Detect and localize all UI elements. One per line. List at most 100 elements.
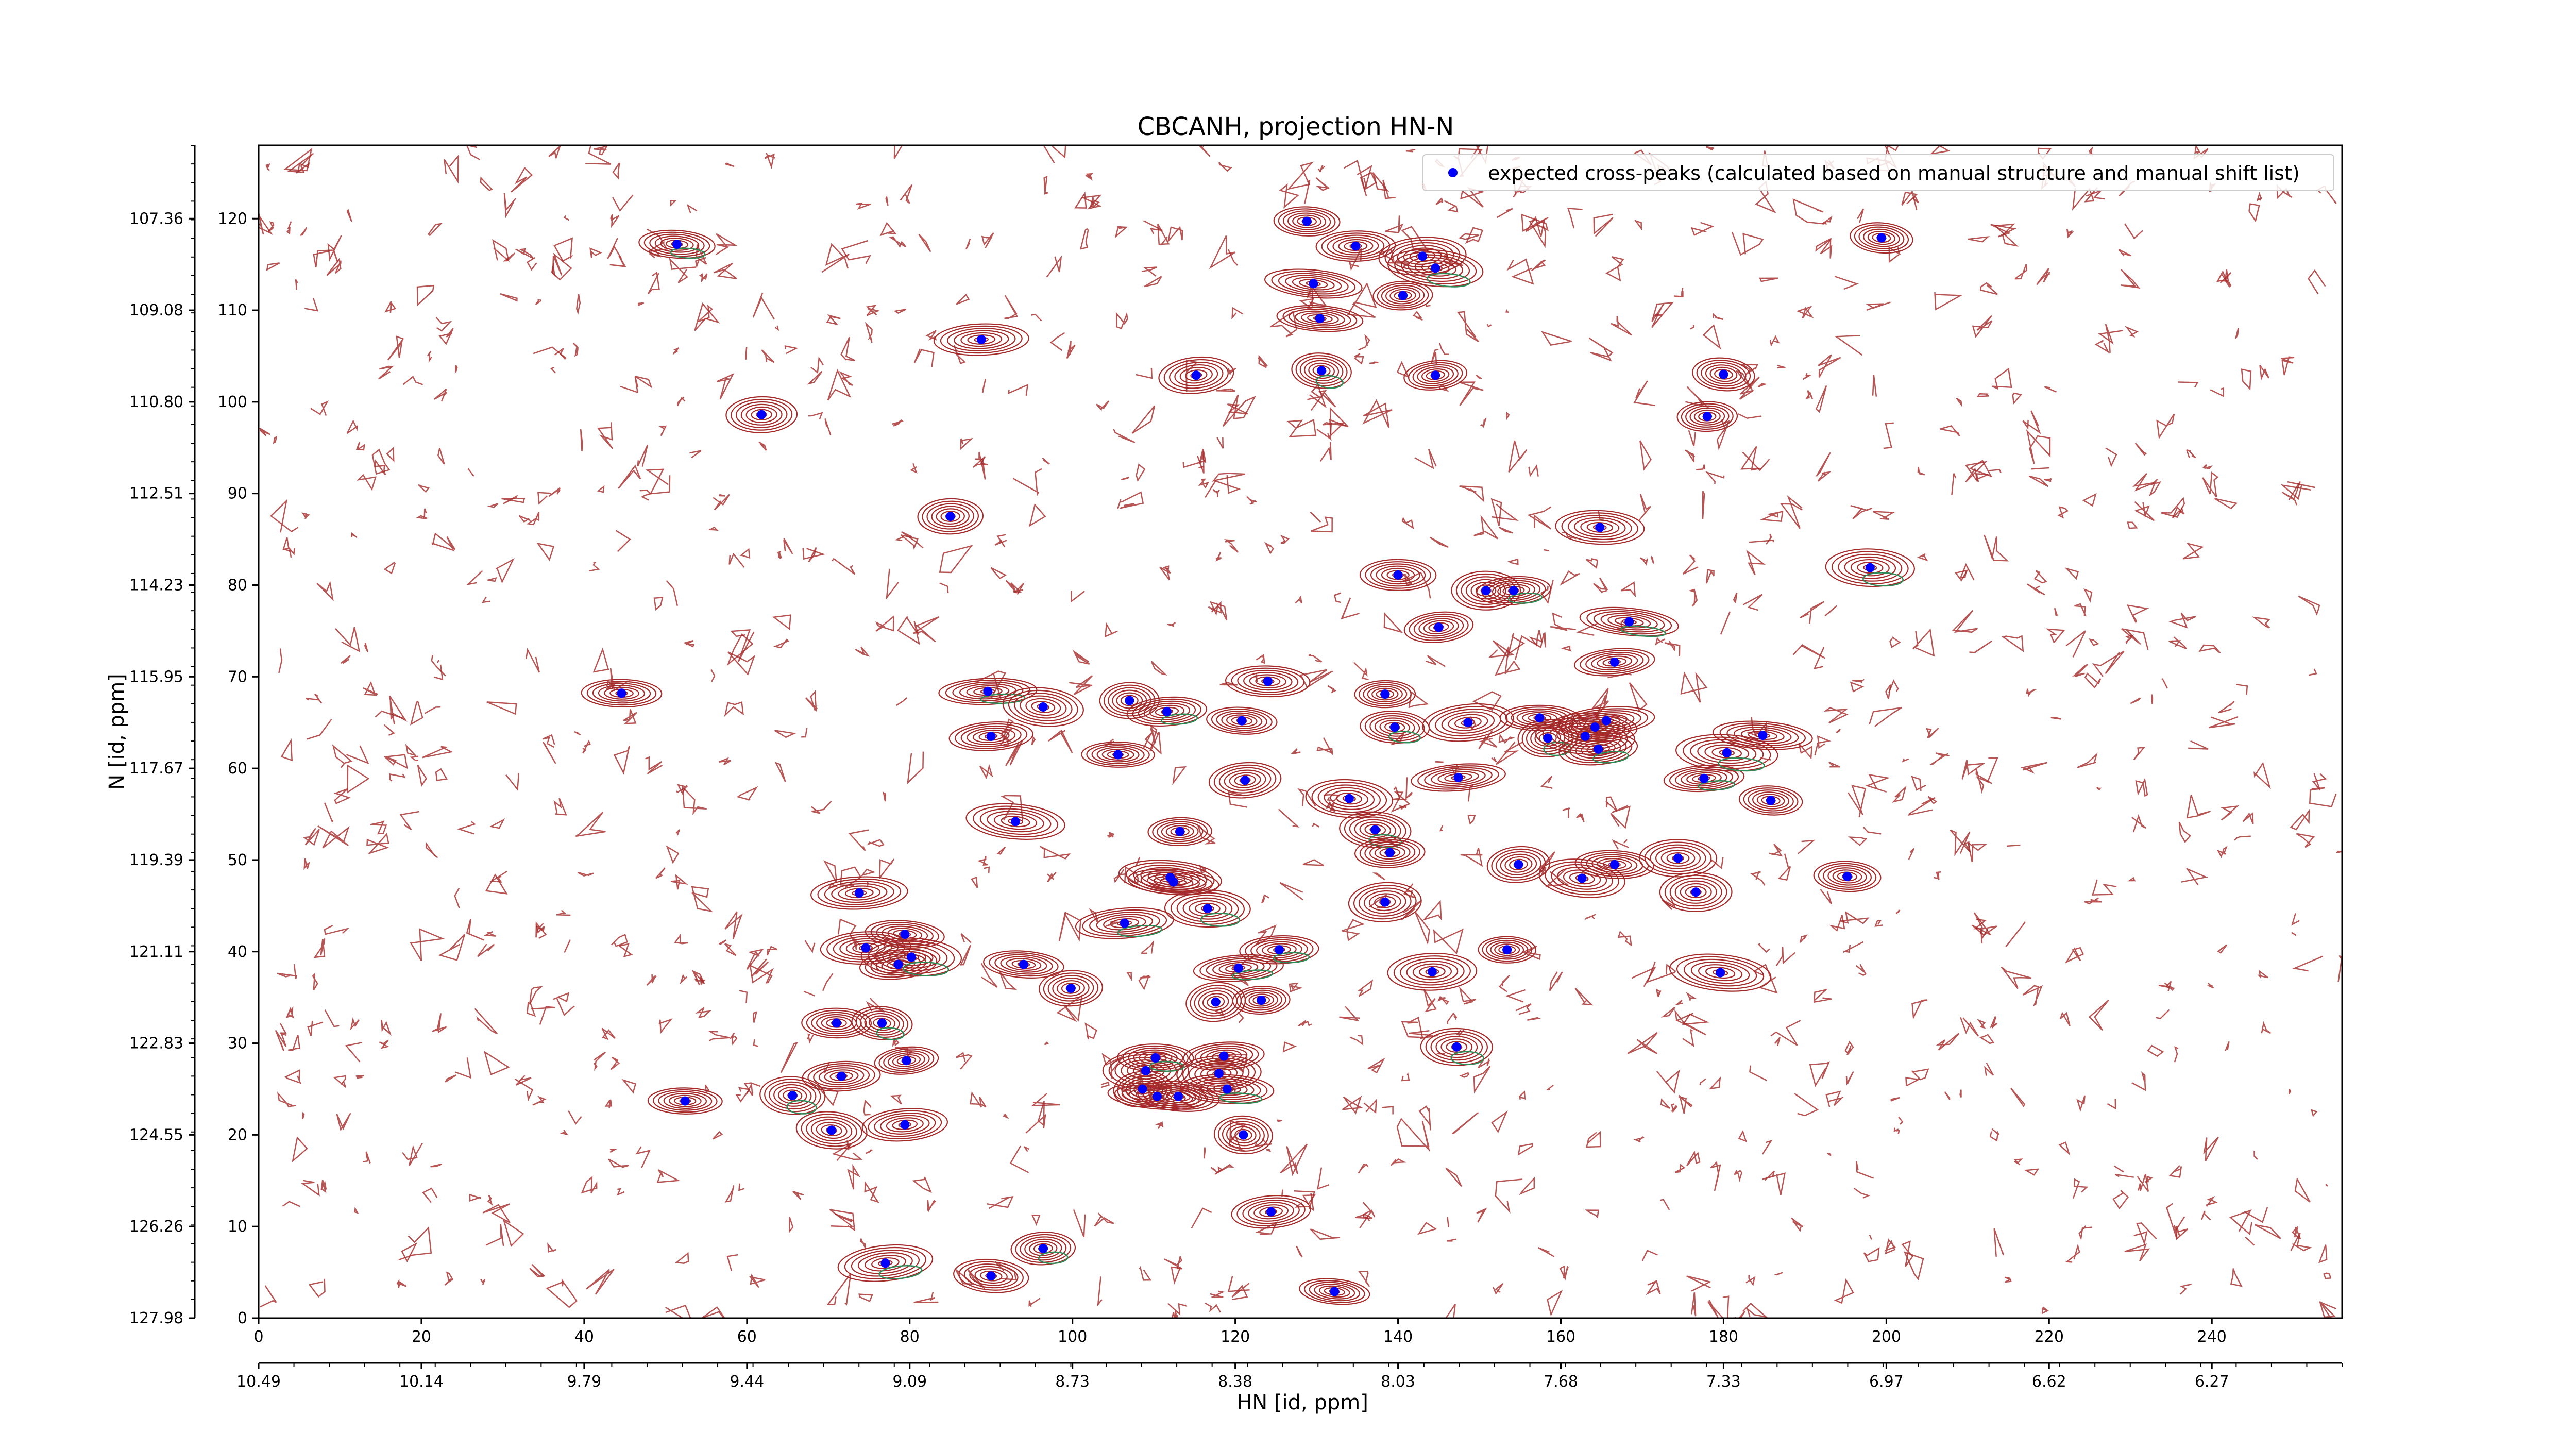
peak-contour-level: [1147, 817, 1212, 846]
noise-contour: [384, 754, 408, 769]
x-tick-label: 200: [1872, 1328, 1901, 1346]
noise-contour: [675, 1252, 689, 1264]
noise-contour: [1167, 621, 1176, 627]
noise-contour: [604, 1099, 613, 1108]
noise-contour: [1742, 594, 1763, 611]
peak-contour-level: [876, 923, 934, 945]
noise-contour: [1514, 632, 1547, 660]
legend-box: [1422, 154, 2334, 191]
noise-contour: [1591, 688, 1609, 717]
noise-contour: [2225, 1041, 2230, 1051]
noise-contour: [2124, 223, 2143, 240]
noise-contour: [1278, 808, 1300, 828]
noise-contour: [1835, 276, 1859, 290]
noise-contour: [532, 1096, 547, 1106]
peak-contour-level: [1492, 582, 1535, 599]
negative-contour: [670, 247, 706, 259]
peak-contour-level: [1299, 1278, 1370, 1305]
noise-contour: [2072, 1178, 2089, 1199]
x-axis-ppm: 10.49 10.14 9.79 9.44 9.09 8.73 8.38 8.03 7.68 7.…: [236, 1362, 2343, 1391]
noise-contour: [2033, 570, 2047, 584]
noise-contour: [466, 919, 484, 941]
peak-contour-level: [1374, 896, 1396, 908]
noise-contour: [1308, 654, 1323, 663]
noise-contour: [1100, 1081, 1110, 1088]
peak-contour-group: [1387, 249, 1484, 288]
noise-contour: [726, 1254, 738, 1271]
noise-contour: [2001, 966, 2032, 989]
noise-contour: [1537, 1246, 1555, 1257]
peak-contour-level: [1850, 222, 1913, 254]
noise-contour: [2178, 821, 2191, 843]
noise-contour: [354, 1206, 359, 1214]
peak-contour-level: [947, 328, 1016, 351]
noise-contour: [1742, 451, 1770, 471]
peak-contour-level: [1597, 655, 1633, 669]
noise-contour: [336, 1113, 351, 1132]
noise-contour: [2077, 752, 2098, 768]
noise-contour: [1136, 368, 1153, 379]
noise-contour: [841, 240, 871, 264]
noise-contour: [927, 1200, 936, 1212]
peak-contour-level: [1225, 665, 1311, 698]
noise-contour: [485, 873, 508, 895]
noise-contour: [1559, 1265, 1569, 1281]
negative-contour: [1149, 1060, 1185, 1072]
noise-contour: [1912, 628, 1935, 657]
noise-contour: [1813, 988, 1832, 1003]
noise-contour: [1508, 440, 1528, 473]
noise-contour: [1310, 390, 1336, 411]
noise-contour: [2064, 947, 2084, 964]
peak-contour-group: [1264, 268, 1363, 299]
peak-contour-level: [1387, 249, 1484, 288]
noise-contour: [1459, 485, 1485, 502]
noise-contour: [410, 700, 423, 726]
peak-contour-level: [1194, 1046, 1253, 1067]
noise-contour: [1280, 534, 1290, 544]
peak-contour-level: [1659, 872, 1733, 913]
noise-contour: [2161, 497, 2185, 518]
peak-contour-group: [865, 920, 945, 949]
noise-contour: [1545, 867, 1569, 887]
noise-contour: [402, 1143, 423, 1166]
noise-contour: [1688, 430, 1696, 447]
noise-contour: [387, 335, 404, 361]
peak-contour-level: [1567, 514, 1632, 541]
noise-contour: [2242, 812, 2254, 824]
peak-contour-level: [967, 727, 1016, 745]
noise-contour: [971, 876, 978, 888]
peak-contour-level: [1164, 889, 1251, 928]
noise-contour: [2230, 1268, 2243, 1287]
noise-contour: [1929, 145, 1951, 155]
peak-contour-level: [773, 1084, 812, 1107]
noise-contour: [1691, 1292, 1697, 1317]
peak-contour-level: [1591, 653, 1638, 671]
noise-contour: [1025, 1101, 1046, 1134]
noise-contour: [2114, 1165, 2124, 1173]
noise-contour: [735, 1087, 751, 1103]
peak-contour-level: [1008, 689, 1078, 724]
noise-contour: [1527, 1017, 1541, 1021]
noise-contour: [719, 494, 725, 497]
peak-contour-level: [1385, 287, 1420, 305]
noise-contour: [1116, 312, 1128, 329]
cross-peak-marker: [1175, 827, 1185, 836]
noise-contour: [576, 294, 581, 315]
peak-contour-level: [888, 1052, 925, 1069]
noise-contour: [2219, 272, 2232, 283]
noise-contour: [2259, 365, 2269, 381]
noise-contour: [1706, 569, 1715, 584]
peak-contour-level: [1574, 850, 1655, 879]
noise-contour: [310, 400, 329, 416]
y-ppm-tick-label: 117.67: [129, 760, 183, 778]
noise-contour: [875, 615, 894, 632]
noise-contour: [696, 243, 707, 265]
noise-contour: [594, 145, 608, 156]
y-tick-label: 110: [218, 301, 247, 319]
peak-contour-level: [725, 396, 798, 433]
noise-contour: [829, 1209, 855, 1232]
noise-contour: [2179, 1284, 2192, 1295]
noise-contour: [803, 990, 815, 997]
noise-contour: [1757, 943, 1770, 953]
peak-contour-level: [865, 920, 945, 949]
